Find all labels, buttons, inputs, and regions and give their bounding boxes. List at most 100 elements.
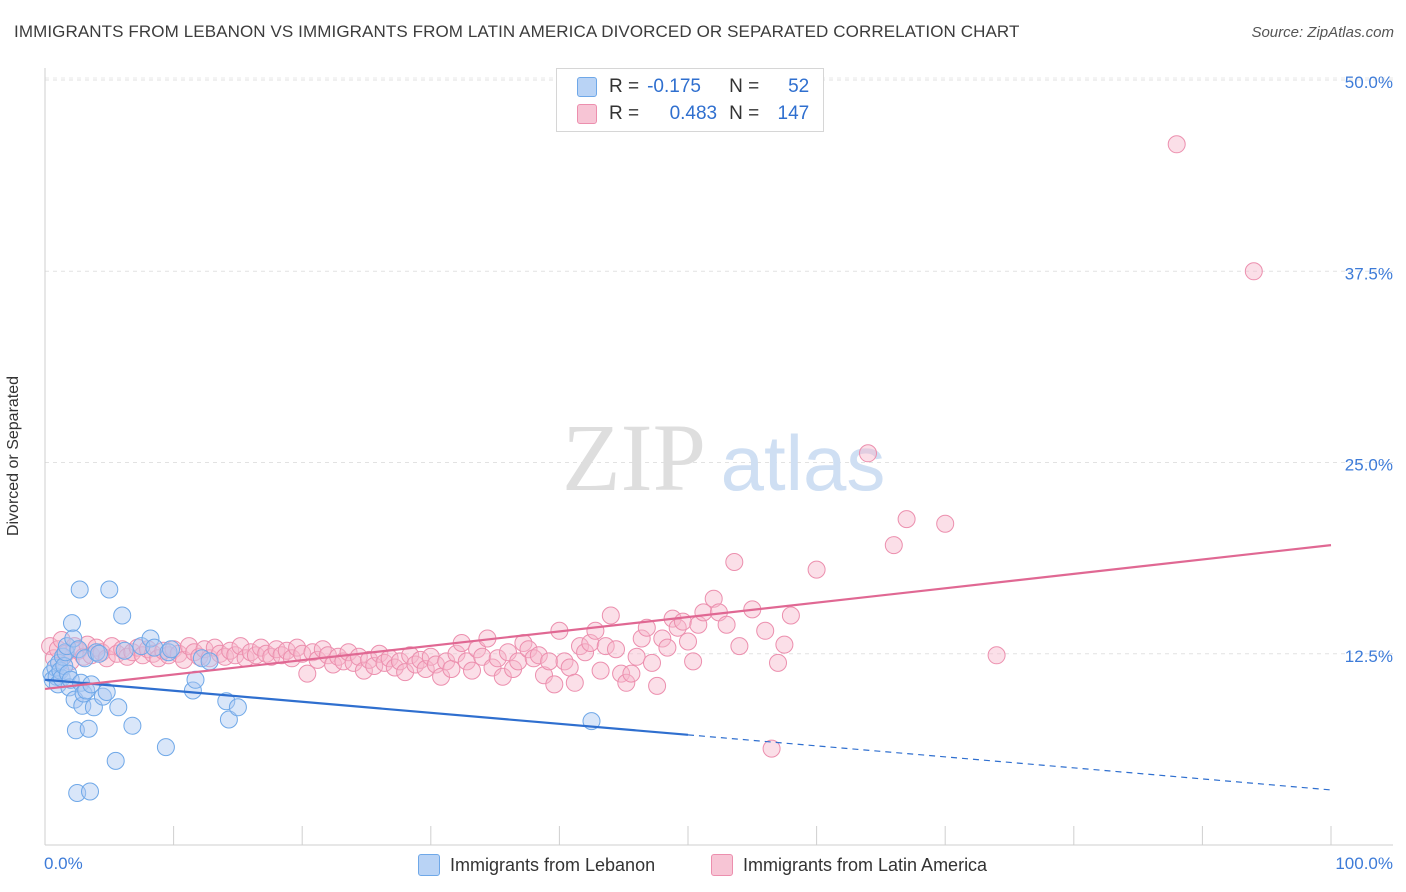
point-latin-america: [442, 660, 461, 678]
point-latin-america: [571, 637, 589, 656]
source-credit: Source: ZipAtlas.com: [1251, 24, 1394, 41]
point-latin-america: [493, 667, 512, 686]
point-latin-america: [859, 444, 877, 463]
point-latin-america: [576, 643, 595, 662]
point-lebanon: [123, 716, 142, 735]
point-latin-america: [601, 606, 620, 625]
point-latin-america: [231, 637, 250, 656]
point-lebanon: [70, 580, 89, 599]
point-latin-america: [725, 553, 744, 571]
trend-line-lebanon: [44, 678, 689, 736]
point-latin-america: [540, 652, 559, 671]
point-lebanon: [228, 698, 247, 717]
point-latin-america: [756, 621, 775, 640]
point-latin-america: [396, 663, 415, 682]
point-lebanon: [79, 719, 98, 738]
point-latin-america: [416, 660, 435, 678]
point-lebanon: [54, 647, 72, 666]
point-latin-america: [385, 658, 404, 677]
point-lebanon: [200, 652, 219, 671]
point-lebanon: [57, 637, 76, 656]
point-lebanon: [87, 643, 106, 662]
legend-n-value-latam: 147: [777, 103, 810, 124]
point-latin-america: [612, 664, 631, 683]
bottom-legend-latam: Immigrants from Latin America: [711, 852, 987, 878]
point-lebanon: [159, 643, 178, 662]
point-latin-america: [781, 606, 800, 625]
gridlines: [45, 77, 1393, 655]
legend-r-value-lebanon: -0.175: [647, 76, 701, 97]
point-latin-america: [390, 652, 409, 671]
point-lebanon: [106, 751, 125, 770]
point-latin-america: [591, 661, 610, 680]
point-lebanon: [100, 580, 119, 599]
legend-n-value-lebanon: 52: [788, 76, 810, 97]
point-lebanon: [113, 606, 132, 625]
watermark-atlas: atlas: [721, 419, 886, 507]
point-lebanon: [156, 738, 175, 757]
chart-title: IMMIGRANTS FROM LEBANON VS IMMIGRANTS FR…: [14, 22, 1020, 41]
series-latin-america: [41, 135, 1263, 758]
legend-n-label: N =: [729, 103, 760, 124]
point-lebanon: [109, 698, 128, 717]
correlation-legend: R = -0.175 N = 52 R = 0.483 N = 147: [556, 68, 824, 132]
point-latin-america: [648, 676, 667, 695]
y-tick-labels: 12.5% 25.0% 37.5% 50.0%: [1345, 73, 1393, 666]
point-lebanon: [75, 649, 94, 668]
point-lebanon: [77, 681, 96, 700]
y-tick-label: 37.5%: [1345, 264, 1393, 283]
point-latin-america: [730, 637, 749, 656]
point-latin-america: [241, 643, 260, 662]
axes: [44, 68, 1393, 846]
point-latin-america: [1244, 262, 1263, 281]
bottom-legend-swatch-lebanon: [418, 854, 440, 876]
point-latin-america: [360, 650, 379, 669]
point-latin-america: [565, 673, 584, 692]
point-latin-america: [637, 618, 656, 637]
point-latin-america: [92, 643, 111, 662]
point-latin-america: [370, 644, 389, 663]
legend-row-lebanon: R = -0.175 N = 52: [577, 74, 809, 100]
point-latin-america: [519, 640, 538, 659]
point-lebanon: [115, 641, 134, 660]
point-latin-america: [483, 658, 502, 677]
point-lebanon: [141, 629, 160, 648]
point-lebanon: [183, 681, 202, 700]
point-latin-america: [769, 653, 787, 672]
y-tick-label: 12.5%: [1345, 647, 1393, 666]
x-tick-label-min: 0.0%: [44, 854, 83, 873]
legend-r-label: R =: [609, 103, 640, 124]
bottom-legend-label-lebanon: Immigrants from Lebanon: [450, 854, 656, 875]
point-latin-america: [653, 629, 672, 648]
point-lebanon: [219, 710, 238, 729]
point-lebanon: [63, 614, 81, 633]
point-latin-america: [807, 560, 826, 579]
point-latin-america: [401, 646, 420, 665]
y-tick-label: 50.0%: [1345, 73, 1393, 92]
trend-line-lebanon-extrapolated: [687, 734, 1332, 791]
point-lebanon: [97, 683, 116, 701]
point-latin-america: [298, 664, 317, 683]
bottom-legend-swatch-latam: [711, 854, 733, 876]
legend-r-value-latam: 0.483: [669, 103, 718, 124]
trend-line-latin-america: [44, 544, 1332, 691]
legend-n-label: N =: [729, 76, 760, 97]
x-tick-labels: 0.0% 100.0%: [44, 854, 1393, 873]
point-latin-america: [210, 644, 229, 663]
point-latin-america: [354, 661, 373, 680]
point-latin-america: [499, 643, 517, 662]
point-latin-america: [884, 536, 903, 555]
point-lebanon: [64, 629, 83, 648]
watermark: ZIP atlas: [562, 404, 885, 511]
point-latin-america: [673, 612, 692, 631]
x-tick-label-max: 100.0%: [1335, 854, 1393, 873]
point-latin-america: [581, 634, 600, 652]
point-latin-america: [704, 589, 723, 608]
point-lebanon: [132, 637, 151, 656]
y-tick-label: 25.0%: [1345, 456, 1393, 475]
point-latin-america: [622, 664, 641, 683]
point-latin-america: [545, 675, 564, 694]
legend-row-latam: R = 0.483 N = 147: [577, 101, 809, 127]
bottom-legend-lebanon: Immigrants from Lebanon: [418, 852, 655, 878]
